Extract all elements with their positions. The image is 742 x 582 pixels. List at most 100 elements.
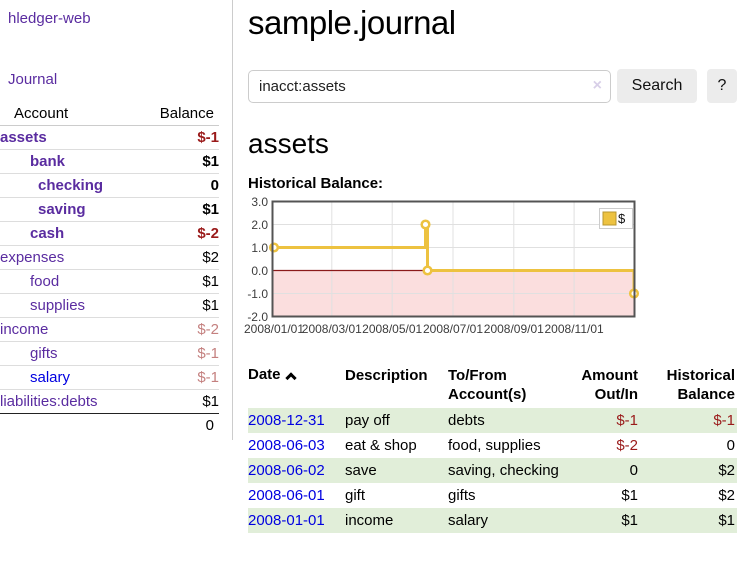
transaction-date-link[interactable]: 2008-06-02: [248, 462, 325, 479]
svg-text:-2.0: -2.0: [247, 310, 268, 324]
search-form: × Search ?: [248, 69, 737, 103]
account-link-gifts[interactable]: gifts: [30, 345, 58, 362]
account-heading: assets: [248, 128, 329, 159]
account-link-cash[interactable]: cash: [30, 225, 65, 242]
transaction-amount: $1: [621, 512, 638, 529]
account-row: income $-2: [0, 317, 219, 342]
transaction-row: 2008-01-01 income salary $1 $1: [248, 508, 737, 533]
account-balance: $1: [139, 149, 219, 174]
svg-text:-1.0: -1.0: [247, 287, 268, 301]
transaction-row: 2008-06-02 save saving, checking 0 $2: [248, 458, 737, 483]
date-header-label: Date: [248, 366, 281, 383]
chart-legend: $: [599, 208, 633, 229]
account-row: gifts $-1: [0, 341, 219, 366]
clear-search-icon[interactable]: ×: [592, 76, 602, 94]
register-col-accounts: To/From Account(s): [448, 367, 527, 403]
transaction-date-link[interactable]: 2008-06-01: [248, 487, 325, 504]
account-balance: $2: [139, 245, 219, 270]
svg-text:1.0: 1.0: [251, 241, 268, 255]
page-title: sample.journal: [248, 4, 456, 41]
accounts-balance-table: Account Balance assets $-1 bank $1 check…: [0, 102, 219, 437]
transaction-balance: $-1: [713, 412, 735, 429]
brand-link[interactable]: hledger-web: [8, 10, 91, 27]
account-balance: $-1: [139, 365, 219, 390]
account-link-supplies[interactable]: supplies: [30, 297, 86, 314]
balance-col-header: Balance: [139, 102, 219, 126]
account-row: saving $1: [0, 197, 219, 222]
account-row: bank $1: [0, 149, 219, 174]
account-link-liabilities-debts[interactable]: liabilities:debts: [0, 393, 98, 410]
account-balance: $-2: [139, 221, 219, 246]
transaction-balance: $2: [718, 462, 735, 479]
account-row: food $1: [0, 269, 219, 294]
account-row: supplies $1: [0, 293, 219, 318]
svg-text:3.0: 3.0: [251, 195, 268, 209]
transaction-balance: $1: [718, 512, 735, 529]
transaction-accounts: food, supplies: [448, 437, 541, 454]
transaction-description: gift: [345, 487, 366, 504]
transaction-accounts: gifts: [448, 487, 476, 504]
transaction-balance: $2: [718, 487, 735, 504]
transaction-description: eat & shop: [345, 437, 417, 454]
legend-label: $: [618, 211, 626, 226]
accounts-total-row: 0: [0, 413, 219, 437]
accounts-total-balance: 0: [139, 413, 219, 437]
account-link-assets[interactable]: assets: [0, 129, 47, 146]
register-col-date[interactable]: Date: [248, 364, 345, 408]
accounts-col-header: Account: [0, 102, 140, 126]
help-button[interactable]: ?: [707, 69, 737, 103]
transaction-amount: $1: [621, 487, 638, 504]
account-link-bank[interactable]: bank: [30, 153, 66, 170]
transaction-description: income: [345, 512, 394, 529]
transaction-balance: 0: [726, 437, 735, 454]
main-content: sample.journal × Search ? assets Histori…: [244, 0, 737, 533]
svg-text:0.0: 0.0: [251, 264, 268, 278]
svg-text:2008/09/01: 2008/09/01: [484, 322, 544, 336]
transaction-amount: $-1: [616, 412, 638, 429]
account-row: assets $-1: [0, 126, 219, 150]
transaction-date-link[interactable]: 2008-06-03: [248, 437, 325, 454]
sidebar-item-journal[interactable]: Journal: [8, 71, 58, 88]
transaction-description: pay off: [345, 412, 390, 429]
chart-title: Historical Balance:: [248, 175, 384, 192]
register-col-amount: Amount Out/In: [581, 367, 638, 403]
chart-border: [271, 200, 636, 318]
transaction-row: 2008-12-31 pay off debts $-1 $-1: [248, 408, 737, 433]
transaction-amount: 0: [629, 462, 638, 479]
account-row: checking 0: [0, 173, 219, 198]
transaction-row: 2008-06-01 gift gifts $1 $2: [248, 483, 737, 508]
chart-canvas: $ 3.0 2.0 1.0 0.0 -1.0 -2.0 2008/01/01 2…: [244, 195, 640, 336]
account-row: cash $-2: [0, 221, 219, 246]
transaction-accounts: saving, checking: [448, 462, 559, 479]
sidebar: hledger-web Journal Account Balance asse…: [0, 0, 233, 440]
search-input[interactable]: [248, 69, 611, 103]
search-button[interactable]: Search: [617, 69, 697, 103]
transaction-amount: $-2: [616, 437, 638, 454]
transaction-accounts: salary: [448, 512, 489, 529]
transaction-row: 2008-06-03 eat & shop food, supplies $-2…: [248, 433, 737, 458]
account-link-expenses[interactable]: expenses: [0, 249, 65, 266]
account-balance: $1: [139, 269, 219, 294]
y-axis-labels: 3.0 2.0 1.0 0.0 -1.0 -2.0: [247, 195, 268, 324]
sort-ascending-icon: [284, 372, 297, 384]
account-link-checking[interactable]: checking: [38, 177, 104, 194]
account-link-food[interactable]: food: [30, 273, 60, 290]
account-link-income[interactable]: income: [0, 321, 49, 338]
account-balance: $-2: [139, 317, 219, 342]
historical-balance-chart: $ 3.0 2.0 1.0 0.0 -1.0 -2.0 2008/01/01 2…: [244, 195, 640, 341]
svg-text:2008/11/01: 2008/11/01: [545, 322, 604, 336]
svg-text:2008/07/01: 2008/07/01: [423, 322, 483, 336]
account-row: salary $-1: [0, 365, 219, 390]
account-link-salary[interactable]: salary: [30, 369, 71, 386]
account-balance: $1: [139, 197, 219, 222]
account-row: expenses $2: [0, 245, 219, 270]
x-axis-labels: 2008/01/01 2008/03/01 2008/05/01 2008/07…: [244, 322, 604, 336]
account-link-saving[interactable]: saving: [38, 201, 86, 218]
transaction-accounts: debts: [448, 412, 485, 429]
transaction-date-link[interactable]: 2008-01-01: [248, 512, 325, 529]
account-balance: $-1: [139, 341, 219, 366]
transaction-date-link[interactable]: 2008-12-31: [248, 412, 325, 429]
legend-swatch: [602, 211, 617, 226]
svg-text:2008/05/01: 2008/05/01: [362, 322, 422, 336]
account-balance: $-1: [197, 129, 219, 146]
